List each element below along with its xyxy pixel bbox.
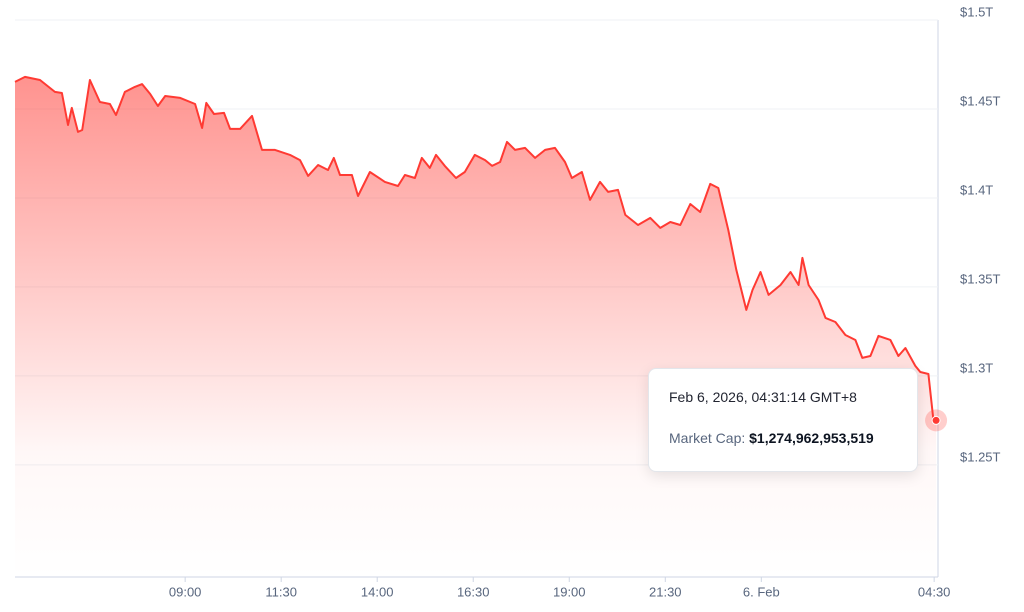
x-tick-label: 16:30 (457, 584, 490, 599)
x-tick-label: 6. Feb (743, 584, 780, 599)
tooltip-row: Market Cap: $1,274,962,953,519 (669, 430, 917, 446)
y-tick-label: $1.45T (960, 93, 1001, 108)
hover-point (931, 415, 941, 425)
tooltip: Feb 6, 2026, 04:31:14 GMT+8 Market Cap: … (648, 368, 918, 472)
line (14, 75, 937, 422)
x-tick-label: 04:30 (918, 584, 951, 599)
y-tick-label: $1.25T (960, 449, 1001, 464)
y-tick-label: $1.4T (960, 182, 993, 197)
y-tick-label: $1.5T (960, 4, 993, 19)
x-tick-label: 21:30 (649, 584, 682, 599)
tooltip-value: $1,274,962,953,519 (749, 430, 874, 446)
x-tick-label: 11:30 (265, 584, 297, 599)
y-tick-label: $1.3T (960, 360, 993, 375)
x-tick-label: 19:00 (553, 584, 586, 599)
area-fill (15, 76, 937, 578)
x-tick-label: 09:00 (169, 584, 202, 599)
x-tick-label: 14:00 (361, 584, 394, 599)
tooltip-title: Feb 6, 2026, 04:31:14 GMT+8 (669, 389, 857, 405)
y-tick-label: $1.35T (960, 271, 1001, 286)
tooltip-label: Market Cap: (669, 430, 746, 446)
